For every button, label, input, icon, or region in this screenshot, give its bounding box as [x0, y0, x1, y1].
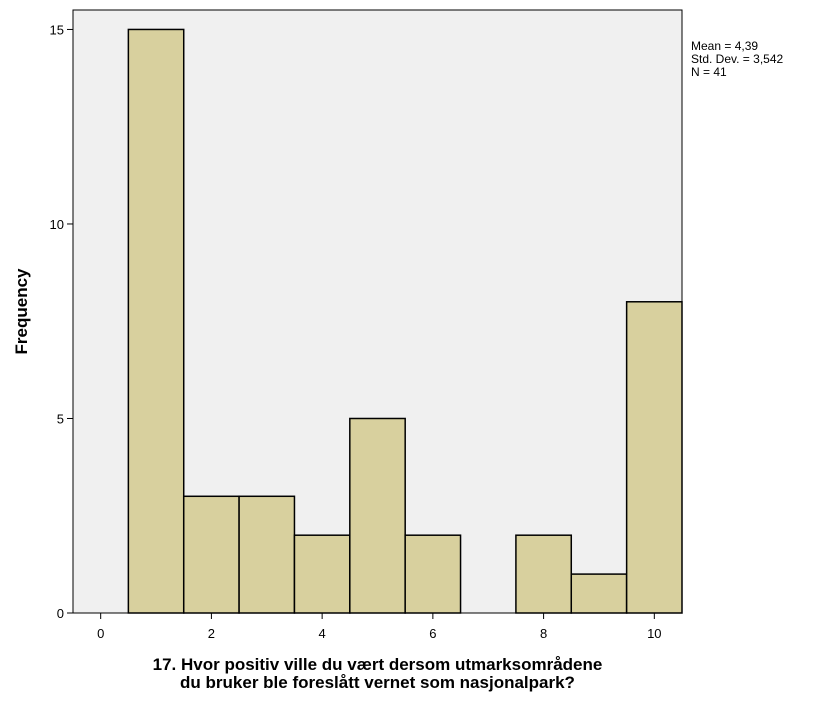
bar-9 [570, 573, 628, 614]
bar-8 [515, 534, 573, 614]
bar-6 [404, 534, 462, 614]
x-tick-label: 4 [319, 626, 326, 641]
x-tick-label: 2 [208, 626, 215, 641]
bar-3 [238, 495, 296, 614]
x-axis-title: 17. Hvor positiv ville du vært dersom ut… [73, 656, 682, 692]
y-tick-label: 10 [50, 217, 64, 232]
x-axis-ticks: 0 2 4 6 8 10 [97, 613, 662, 641]
x-axis-title-line-2: du bruker ble foreslått vernet som nasjo… [180, 673, 575, 692]
y-tick-label: 15 [50, 22, 64, 37]
y-tick-label: 5 [57, 411, 64, 426]
y-axis-ticks: 0 5 10 15 [50, 22, 73, 621]
x-tick-label: 8 [540, 626, 547, 641]
y-tick-label: 0 [57, 606, 64, 621]
x-axis-title-line-1: 17. Hvor positiv ville du vært dersom ut… [152, 655, 603, 674]
bar-2 [182, 495, 240, 614]
stat-std-dev: Std. Dev. = 3,542 [691, 52, 784, 66]
y-axis-title: Frequency [12, 268, 31, 355]
x-tick-label: 0 [97, 626, 104, 641]
stats-box: Mean = 4,39 Std. Dev. = 3,542 N = 41 [691, 40, 783, 79]
x-tick-label: 6 [429, 626, 436, 641]
stat-n: N = 41 [691, 65, 727, 79]
bar-4 [293, 534, 351, 614]
bar-10 [625, 301, 683, 614]
bar-1 [127, 28, 185, 614]
x-tick-label: 10 [647, 626, 661, 641]
stat-mean: Mean = 4,39 [691, 39, 759, 53]
bar-5 [349, 417, 406, 614]
bars-group [127, 28, 683, 614]
